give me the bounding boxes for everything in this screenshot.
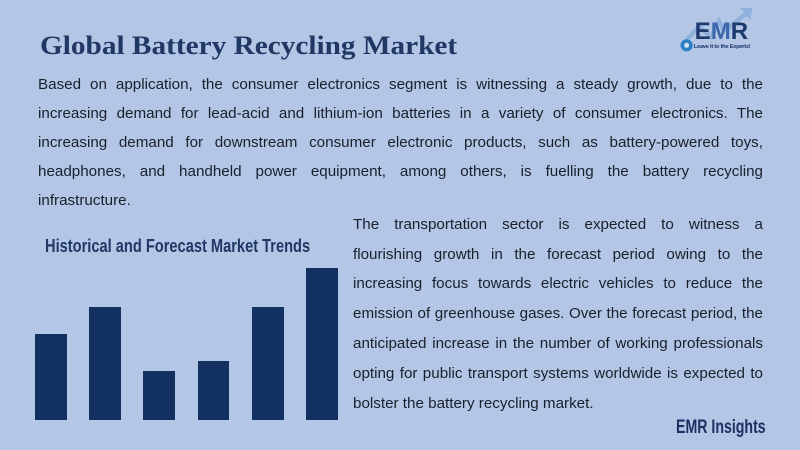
svg-text:EMR: EMR [695,18,749,45]
svg-text:Leave it to the Experts!: Leave it to the Experts! [694,44,751,50]
